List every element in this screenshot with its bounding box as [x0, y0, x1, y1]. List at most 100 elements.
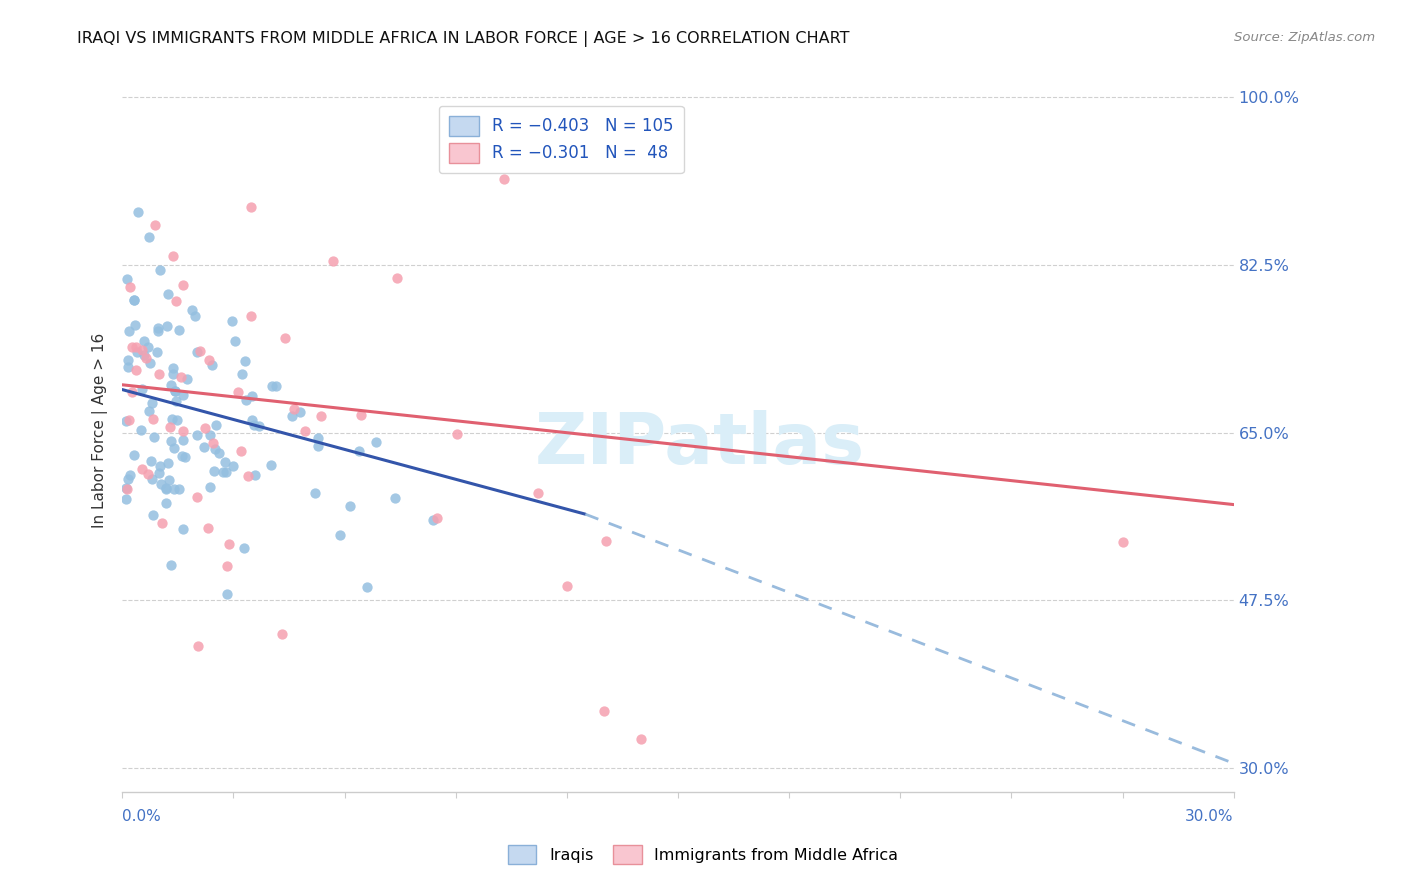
Point [148, 320, 170, 334]
Point [148, 367, 170, 381]
Point [129, 423, 152, 437]
Point [262, 379, 284, 393]
Point [187, 639, 209, 653]
Point [125, 344, 148, 359]
Point [150, 476, 173, 491]
Point [170, 369, 193, 384]
Point [136, 340, 159, 354]
Point [172, 388, 194, 402]
Point [124, 318, 146, 333]
Point [242, 417, 264, 432]
Point [160, 434, 183, 448]
Point [141, 454, 163, 468]
Point [120, 468, 142, 483]
Point [243, 467, 266, 482]
Point [422, 513, 444, 527]
Point [176, 372, 198, 386]
Point [201, 358, 224, 372]
Point [138, 404, 160, 418]
Point [212, 465, 235, 479]
Point [156, 318, 179, 333]
Point [166, 413, 188, 427]
Point [165, 294, 187, 309]
Point [215, 587, 238, 601]
Point [233, 353, 256, 368]
Point [221, 314, 243, 328]
Point [165, 393, 187, 408]
Point [160, 377, 183, 392]
Point [172, 449, 194, 463]
Point [172, 425, 194, 439]
Point [117, 359, 139, 374]
Point [117, 471, 139, 485]
Point [167, 482, 190, 496]
Point [329, 528, 352, 542]
Point [172, 434, 194, 448]
Point [162, 412, 184, 426]
Point [155, 496, 177, 510]
Point [307, 431, 329, 445]
Point [259, 458, 281, 472]
Point [172, 277, 194, 292]
Point [146, 324, 169, 338]
Point [239, 200, 262, 214]
Point [163, 384, 186, 398]
Point [118, 413, 141, 427]
Point [205, 418, 228, 433]
Point [157, 473, 180, 487]
Point [347, 443, 370, 458]
Point [155, 482, 177, 496]
Point [184, 309, 207, 323]
Point [426, 511, 449, 525]
Point [202, 436, 225, 450]
Point [115, 414, 138, 428]
Point [198, 480, 221, 494]
Point [159, 558, 181, 573]
Point [356, 581, 378, 595]
Point [186, 490, 208, 504]
Y-axis label: In Labor Force | Age > 16: In Labor Force | Age > 16 [93, 333, 108, 528]
Point [115, 482, 138, 496]
Point [132, 334, 155, 348]
Point [221, 459, 243, 474]
Point [304, 485, 326, 500]
Point [595, 533, 617, 548]
Point [274, 331, 297, 345]
Point [555, 579, 578, 593]
Point [215, 465, 238, 479]
Point [149, 458, 172, 473]
Point [159, 420, 181, 434]
Point [120, 280, 142, 294]
Point [127, 205, 149, 219]
Point [122, 448, 145, 462]
Text: ZIPatlas: ZIPatlas [536, 410, 865, 479]
Point [198, 353, 221, 368]
Point [174, 450, 197, 465]
Point [281, 409, 304, 424]
Point [202, 465, 225, 479]
Point [131, 462, 153, 476]
Point [226, 384, 249, 399]
Point [121, 385, 143, 400]
Point [125, 363, 148, 377]
Point [143, 219, 166, 233]
Point [139, 355, 162, 369]
Point [215, 558, 238, 573]
Point [349, 408, 371, 422]
Legend: Iraqis, Immigrants from Middle Africa: Iraqis, Immigrants from Middle Africa [502, 838, 904, 871]
Point [172, 522, 194, 536]
Point [150, 516, 173, 530]
Point [143, 430, 166, 444]
Point [162, 367, 184, 381]
Point [122, 293, 145, 307]
Point [492, 171, 515, 186]
Point [240, 413, 263, 427]
Point [194, 420, 217, 434]
Point [294, 424, 316, 438]
Point [162, 441, 184, 455]
Point [235, 393, 257, 408]
Point [186, 344, 208, 359]
Point [224, 334, 246, 349]
Point [162, 249, 184, 263]
Point [283, 402, 305, 417]
